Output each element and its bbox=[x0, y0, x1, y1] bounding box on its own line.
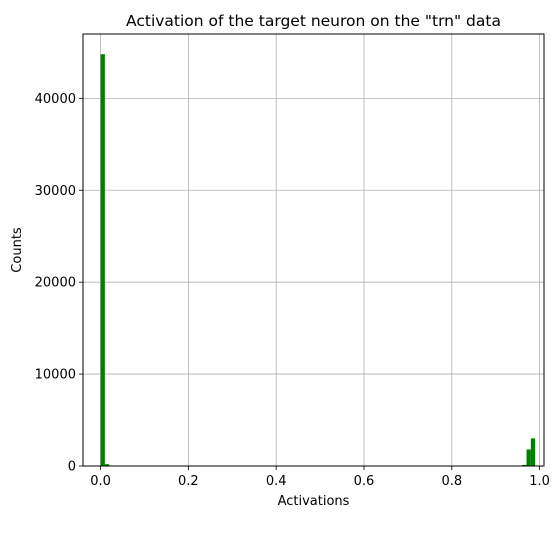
histogram-bar bbox=[522, 464, 527, 466]
x-axis-ticks: 0.0 0.2 0.4 0.6 0.8 1.0 bbox=[90, 466, 550, 489]
y-axis-ticks: 0 10000 20000 30000 40000 bbox=[35, 92, 83, 475]
histogram-bar bbox=[526, 449, 531, 466]
chart-title: Activation of the target neuron on the "… bbox=[126, 12, 501, 30]
histogram-bar bbox=[104, 464, 110, 466]
x-tick-label: 0.6 bbox=[354, 474, 375, 489]
x-tick-label: 0.0 bbox=[90, 474, 111, 489]
y-tick-label: 20000 bbox=[35, 276, 76, 291]
x-axis-label: Activations bbox=[278, 494, 350, 509]
x-tick-label: 0.4 bbox=[266, 474, 287, 489]
plot-frame bbox=[82, 33, 545, 467]
y-tick-label: 40000 bbox=[35, 92, 76, 107]
histogram-bar bbox=[100, 54, 105, 466]
x-tick-label: 1.0 bbox=[529, 474, 550, 489]
x-tick-label: 0.8 bbox=[441, 474, 462, 489]
y-tick-label: 30000 bbox=[35, 184, 76, 199]
y-axis-label: Counts bbox=[10, 227, 25, 273]
y-tick-label: 10000 bbox=[35, 368, 76, 383]
histogram-bar bbox=[530, 438, 536, 466]
y-tick-label: 0 bbox=[68, 460, 76, 475]
x-tick-label: 0.2 bbox=[178, 474, 199, 489]
plot-background bbox=[83, 34, 544, 466]
